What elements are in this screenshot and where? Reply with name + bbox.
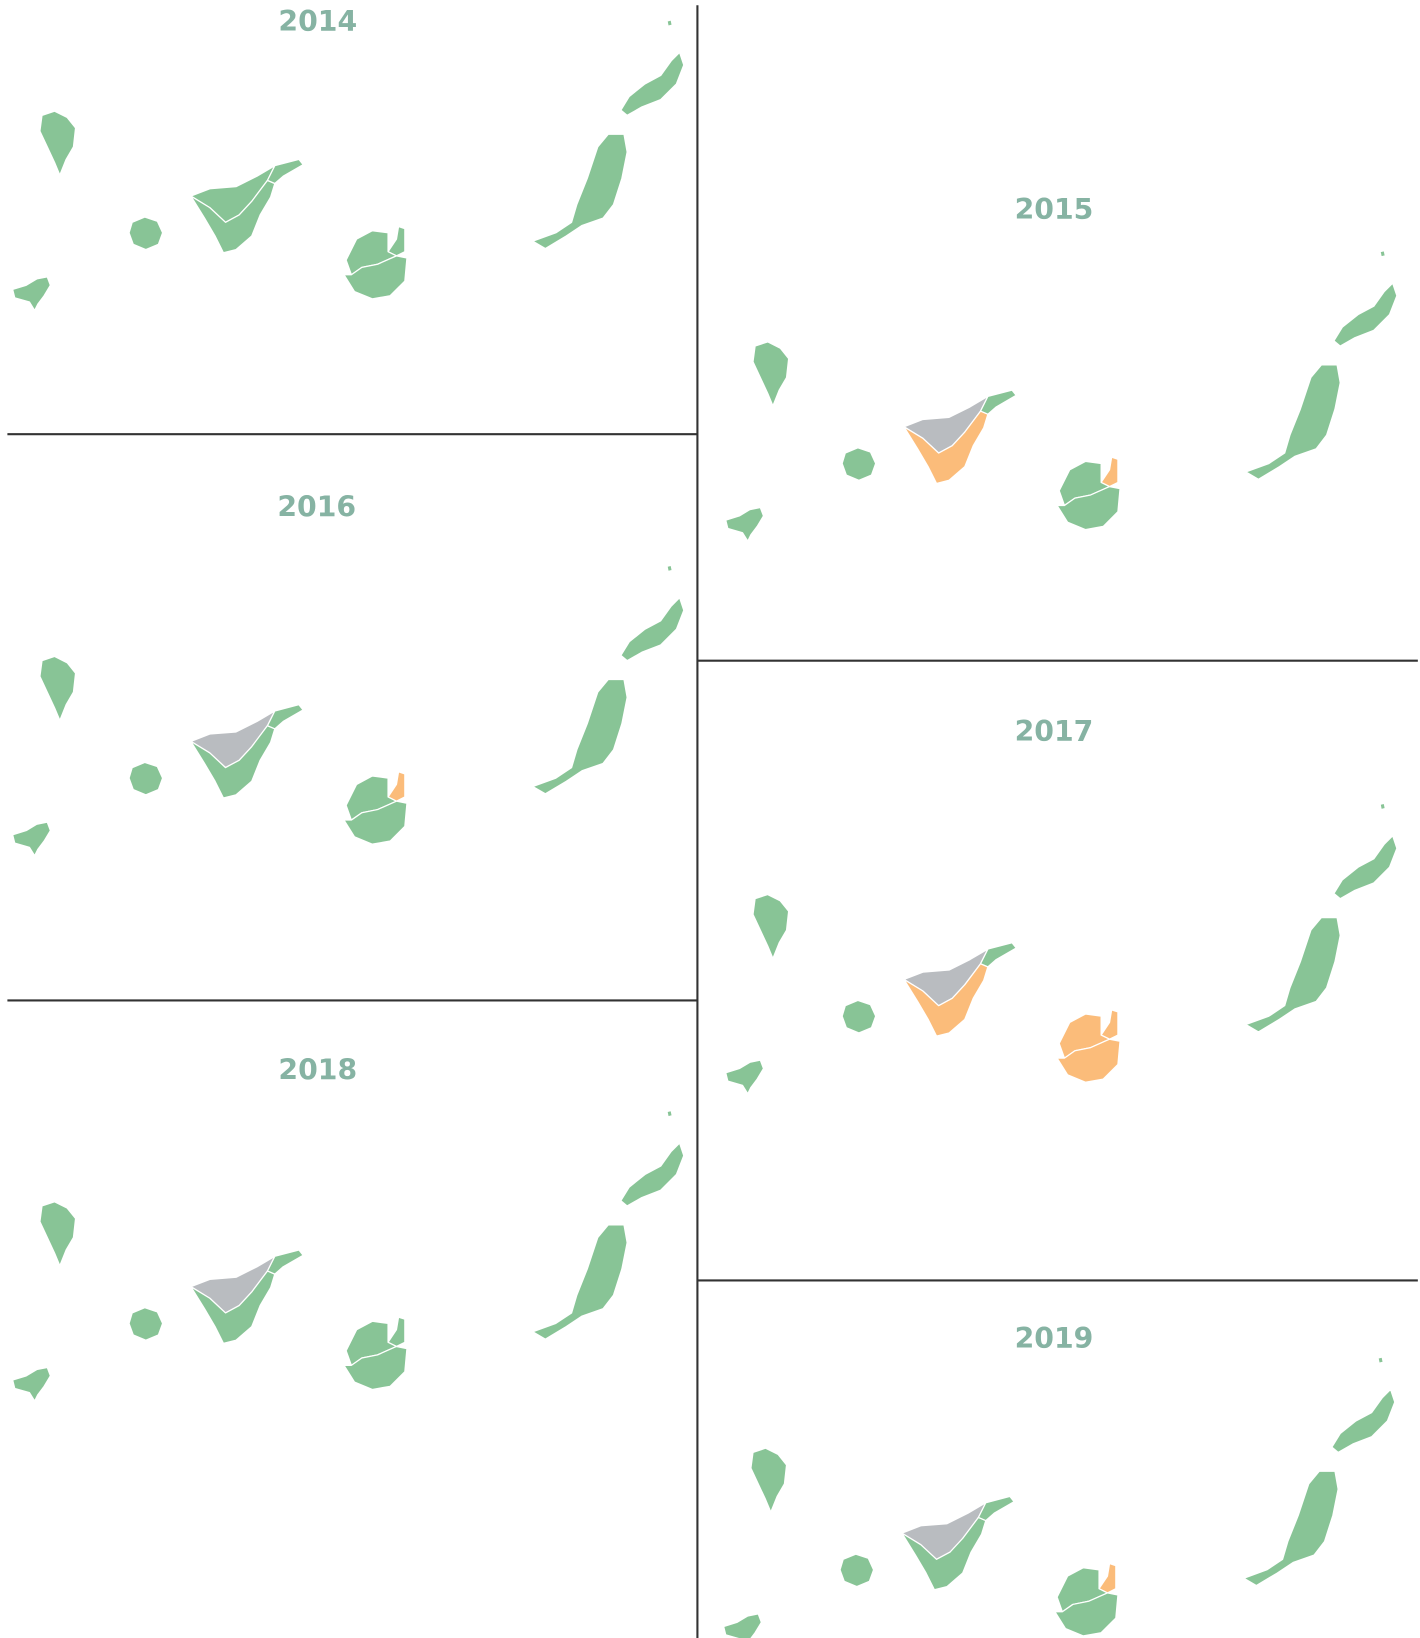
tenerife-ne bbox=[266, 1249, 304, 1275]
tenerife-s bbox=[903, 410, 989, 485]
la-palma bbox=[39, 1201, 77, 1267]
islet bbox=[1379, 802, 1386, 811]
el-hierro bbox=[12, 276, 52, 312]
la-gomera bbox=[128, 216, 164, 251]
el-hierro bbox=[723, 1613, 763, 1638]
gran-canaria-s bbox=[343, 255, 408, 300]
islet bbox=[666, 1109, 673, 1118]
panel-title: 2015 bbox=[1015, 193, 1094, 226]
tenerife-s bbox=[903, 963, 989, 1037]
map-panel bbox=[12, 19, 685, 312]
islet bbox=[1377, 1356, 1384, 1364]
islet bbox=[666, 19, 673, 27]
gran-canaria-ne bbox=[387, 771, 406, 802]
fuerteventura bbox=[1243, 1470, 1339, 1587]
el-hierro bbox=[12, 1366, 52, 1402]
islet bbox=[1379, 249, 1386, 258]
map-panel bbox=[723, 1356, 1396, 1638]
gran-canaria-s bbox=[1056, 485, 1121, 531]
la-gomera bbox=[128, 761, 164, 796]
fuerteventura bbox=[1245, 916, 1341, 1033]
gran-canaria-s bbox=[1054, 1592, 1119, 1637]
tenerife-ne bbox=[266, 704, 304, 730]
gran-canaria-s bbox=[343, 1345, 408, 1391]
fuerteventura bbox=[1245, 364, 1341, 480]
panel-title: 2016 bbox=[277, 491, 356, 524]
la-palma bbox=[752, 893, 790, 960]
gran-canaria-s bbox=[1056, 1038, 1121, 1083]
lanzarote bbox=[620, 597, 685, 662]
la-gomera bbox=[128, 1307, 164, 1341]
gran-canaria-ne bbox=[1098, 1562, 1117, 1594]
lanzarote bbox=[1331, 1388, 1396, 1454]
la-gomera bbox=[841, 447, 877, 481]
la-gomera bbox=[839, 1553, 875, 1588]
la-palma bbox=[39, 655, 77, 722]
tenerife-s bbox=[901, 1516, 987, 1591]
la-palma bbox=[752, 341, 790, 407]
fuerteventura bbox=[532, 678, 628, 795]
tenerife-ne bbox=[977, 1495, 1015, 1522]
fuerteventura bbox=[532, 1224, 628, 1340]
el-hierro bbox=[12, 821, 52, 857]
panel-title: 2014 bbox=[278, 5, 357, 38]
map-panel bbox=[12, 564, 685, 857]
el-hierro bbox=[725, 506, 765, 542]
panel-title: 2018 bbox=[278, 1054, 357, 1087]
gran-canaria-s bbox=[343, 800, 408, 845]
panel-title: 2019 bbox=[1015, 1322, 1094, 1355]
tenerife-s bbox=[190, 179, 276, 254]
fuerteventura bbox=[532, 133, 628, 250]
la-gomera bbox=[841, 999, 877, 1034]
lanzarote bbox=[1333, 835, 1398, 900]
tenerife-s bbox=[190, 725, 276, 799]
lanzarote bbox=[1333, 282, 1398, 347]
tenerife-ne bbox=[979, 389, 1017, 415]
el-hierro bbox=[725, 1059, 765, 1095]
la-palma bbox=[750, 1447, 788, 1513]
panel-title: 2017 bbox=[1015, 715, 1094, 748]
tenerife-ne bbox=[266, 158, 304, 185]
map-panel bbox=[12, 1109, 685, 1402]
gran-canaria-ne bbox=[1100, 1009, 1119, 1040]
lanzarote bbox=[620, 51, 685, 116]
islet bbox=[666, 564, 673, 573]
gran-canaria-ne bbox=[387, 1316, 406, 1348]
la-palma bbox=[39, 110, 77, 176]
gran-canaria-ne bbox=[387, 225, 406, 257]
map-panel bbox=[725, 249, 1398, 542]
gran-canaria-ne bbox=[1100, 456, 1119, 488]
tenerife-s bbox=[190, 1270, 276, 1344]
tenerife-ne bbox=[979, 942, 1017, 968]
map-panel bbox=[725, 802, 1398, 1095]
lanzarote bbox=[620, 1142, 685, 1207]
